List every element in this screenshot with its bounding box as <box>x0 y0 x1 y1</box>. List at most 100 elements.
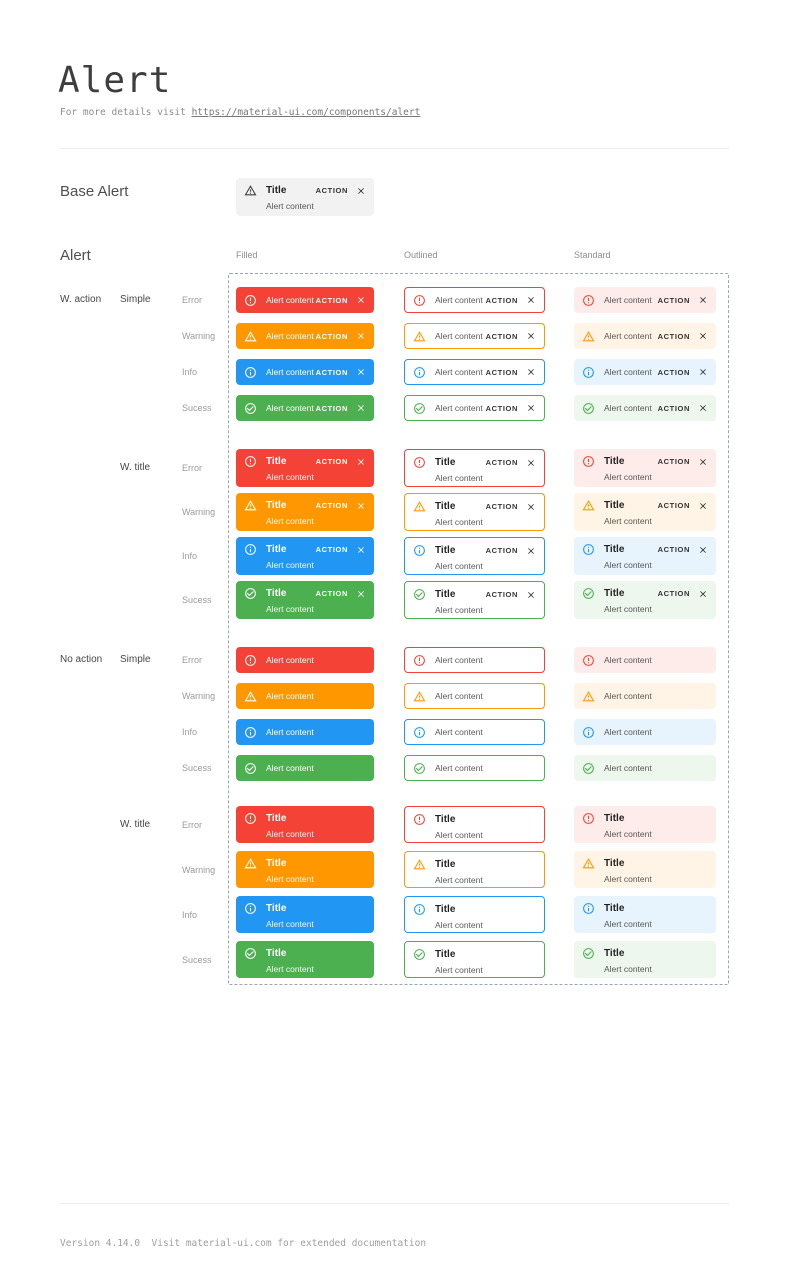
action-button[interactable]: ACTION <box>657 457 690 466</box>
severity-label: Error <box>182 655 202 665</box>
alert-outlined-warning: Alert content <box>404 683 545 709</box>
action-button[interactable]: ACTION <box>315 403 348 413</box>
alert-content: Alert content <box>604 472 652 482</box>
header-divider <box>60 148 729 149</box>
alert-standard-error: Title Alert content <box>574 806 716 843</box>
error-icon <box>244 812 257 825</box>
close-button[interactable] <box>526 403 536 413</box>
alert-filled-info: Alert content <box>236 719 374 745</box>
severity-label: Sucess <box>182 403 212 413</box>
close-button[interactable] <box>356 501 366 511</box>
info-icon <box>413 903 426 916</box>
alert-standard-error: Alert content <box>574 647 716 673</box>
alert-content: Alert content <box>435 473 483 483</box>
close-button[interactable] <box>698 403 708 413</box>
error-icon <box>582 812 595 825</box>
column-header-filled: Filled <box>236 250 258 260</box>
subtitle-link[interactable]: https://material-ui.com/components/alert <box>191 107 421 118</box>
action-button[interactable]: ACTION <box>657 331 690 341</box>
close-button[interactable] <box>356 331 366 341</box>
action-button[interactable]: ACTION <box>315 501 348 510</box>
alert-filled-warning: Title Alert content <box>236 851 374 888</box>
alert-title: Title <box>266 456 287 467</box>
success-icon <box>413 762 426 775</box>
close-button[interactable] <box>356 457 366 467</box>
alert-content: Alert content <box>435 727 483 737</box>
close-button[interactable] <box>698 589 708 599</box>
alert-title: Title <box>435 457 456 468</box>
alert-outlined-error: Title Alert content <box>404 806 545 843</box>
action-button[interactable]: ACTION <box>657 545 690 554</box>
close-button[interactable] <box>698 457 708 467</box>
info-icon <box>582 366 595 379</box>
close-button[interactable] <box>356 545 366 555</box>
alert-filled-error: Alert content ACTION <box>236 287 374 313</box>
close-button[interactable] <box>356 589 366 599</box>
close-button[interactable] <box>356 186 366 196</box>
alert-content: Alert content <box>266 516 314 526</box>
action-button[interactable]: ACTION <box>657 589 690 598</box>
action-button[interactable]: ACTION <box>485 458 518 467</box>
close-button[interactable] <box>698 331 708 341</box>
alert-title: Title <box>435 545 456 556</box>
close-button[interactable] <box>526 590 536 600</box>
alert-content: Alert content <box>604 919 652 929</box>
action-button[interactable]: ACTION <box>485 502 518 511</box>
close-button[interactable] <box>526 458 536 468</box>
close-button[interactable] <box>698 367 708 377</box>
action-button[interactable]: ACTION <box>485 331 518 341</box>
action-button[interactable]: ACTION <box>315 331 348 341</box>
close-button[interactable] <box>526 331 536 341</box>
alert-content: Alert content <box>435 561 483 571</box>
action-button[interactable]: ACTION <box>315 589 348 598</box>
alert-standard-info: Title Alert content <box>574 896 716 933</box>
alert-content: Alert content <box>266 331 314 341</box>
action-button[interactable]: ACTION <box>315 367 348 377</box>
alert-outlined-success: Alert content ACTION <box>404 395 545 421</box>
alert-filled-warning: Alert content ACTION <box>236 323 374 349</box>
alert-filled-warning: Title ACTION Alert content <box>236 493 374 531</box>
close-button[interactable] <box>526 295 536 305</box>
close-button[interactable] <box>526 502 536 512</box>
action-button[interactable]: ACTION <box>657 403 690 413</box>
close-button[interactable] <box>356 367 366 377</box>
variants-container <box>228 273 729 985</box>
alert-filled-success: Alert content ACTION <box>236 395 374 421</box>
close-button[interactable] <box>526 546 536 556</box>
alert-standard-success: Alert content ACTION <box>574 395 716 421</box>
subtitle: For more details visit https://material-… <box>60 107 420 118</box>
alert-content: Alert content <box>435 875 483 885</box>
close-button[interactable] <box>356 295 366 305</box>
severity-label: Warning <box>182 507 216 517</box>
error-icon <box>413 456 426 469</box>
action-button[interactable]: ACTION <box>657 367 690 377</box>
action-button[interactable]: ACTION <box>315 457 348 466</box>
info-icon <box>244 366 257 379</box>
alert-content: Alert content <box>604 727 652 737</box>
action-button[interactable]: ACTION <box>485 546 518 555</box>
alert-title: Title <box>266 185 287 196</box>
action-button[interactable]: ACTION <box>485 295 518 305</box>
error-icon <box>244 294 257 307</box>
action-button[interactable]: ACTION <box>485 367 518 377</box>
success-icon <box>413 402 426 415</box>
action-button[interactable]: ACTION <box>657 295 690 305</box>
success-icon <box>582 762 595 775</box>
group-type-label: Simple <box>120 294 151 305</box>
column-header-outlined: Outlined <box>404 250 438 260</box>
action-button[interactable]: ACTION <box>315 186 348 195</box>
action-button[interactable]: ACTION <box>657 501 690 510</box>
close-button[interactable] <box>698 501 708 511</box>
action-button[interactable]: ACTION <box>315 295 348 305</box>
severity-label: Warning <box>182 331 216 341</box>
close-button[interactable] <box>526 367 536 377</box>
action-button[interactable]: ACTION <box>485 403 518 413</box>
alert-content: Alert content <box>266 367 314 377</box>
action-button[interactable]: ACTION <box>485 590 518 599</box>
close-button[interactable] <box>698 295 708 305</box>
close-button[interactable] <box>356 403 366 413</box>
alert-content: Alert content <box>266 919 314 929</box>
action-button[interactable]: ACTION <box>315 545 348 554</box>
close-button[interactable] <box>698 545 708 555</box>
alert-content: Alert content <box>266 829 314 839</box>
